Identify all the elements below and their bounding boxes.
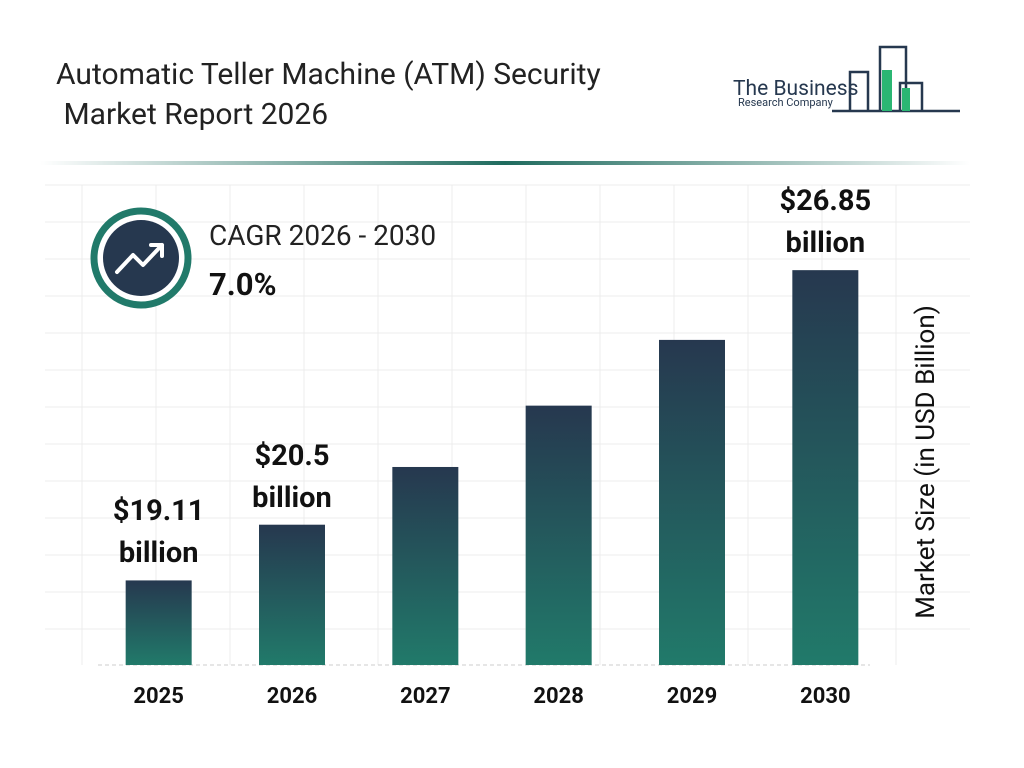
cagr-label: CAGR 2026 - 2030 bbox=[209, 219, 436, 252]
x-tick-label: 2028 bbox=[533, 684, 584, 709]
x-tick-label: 2029 bbox=[667, 684, 718, 709]
logo: The Business Research Company bbox=[733, 45, 960, 113]
bar bbox=[792, 270, 859, 665]
bar bbox=[259, 524, 325, 665]
bar bbox=[659, 339, 725, 665]
x-tick-label: 2027 bbox=[400, 684, 451, 709]
x-tick-label: 2026 bbox=[267, 684, 318, 709]
logo-text: The Business bbox=[733, 77, 858, 101]
x-tick-label: 2030 bbox=[800, 684, 851, 709]
value-label: $19.11 billion bbox=[112, 494, 205, 571]
value-label: $26.85 billion bbox=[779, 184, 872, 261]
chart-title: Automatic Teller Machine (ATM) Security … bbox=[56, 57, 601, 132]
bar bbox=[525, 405, 592, 665]
bar bbox=[392, 466, 459, 665]
logo-subtext: Research Company bbox=[738, 96, 834, 109]
trend-icon bbox=[115, 243, 164, 274]
cagr-value: 7.0% bbox=[209, 266, 276, 303]
cagr-badge-inner bbox=[103, 220, 179, 296]
y-axis-label: Market Size (in USD Billion) bbox=[911, 305, 941, 619]
x-tick-label: 2025 bbox=[133, 684, 184, 709]
bar bbox=[125, 580, 192, 665]
separator bbox=[40, 161, 970, 165]
value-label: $20.5 billion bbox=[252, 438, 332, 515]
